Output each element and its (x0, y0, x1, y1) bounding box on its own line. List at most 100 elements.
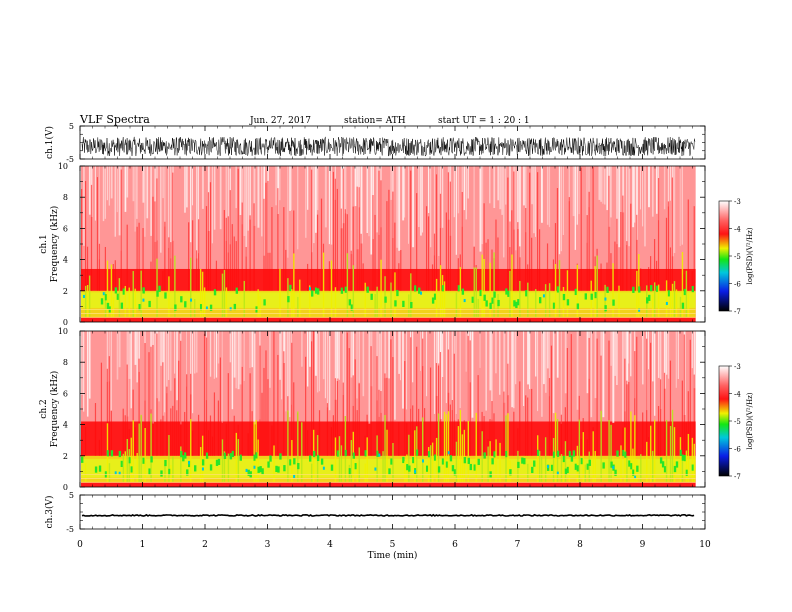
psd-streak (168, 166, 170, 248)
psd-streak (122, 408, 124, 456)
psd-streak (213, 392, 216, 456)
psd-burst (687, 433, 690, 483)
psd-streak (330, 427, 333, 456)
x-tick-label: 0 (77, 540, 83, 550)
psd-streak (580, 167, 582, 291)
psd-streak (186, 331, 187, 387)
psd-streak (513, 171, 515, 291)
psd-streak (685, 422, 687, 456)
psd-streak (671, 177, 674, 291)
psd-streak (233, 415, 235, 456)
psd-streak (596, 338, 598, 456)
psd-burst (630, 411, 632, 483)
psd-green-spot (463, 457, 467, 464)
psd-streak (239, 331, 242, 385)
psd-streak (457, 258, 459, 291)
y-tick-label: 0 (63, 483, 68, 492)
y-axis-label: Frequency (kHz) (49, 206, 60, 283)
psd-green-spot (182, 455, 185, 462)
psd-burst (390, 282, 392, 318)
psd-streak (374, 214, 376, 291)
psd-streak (201, 166, 204, 209)
psd-streak (517, 166, 519, 230)
psd-streak (412, 166, 415, 248)
psd-streak (348, 348, 350, 456)
psd-burst (392, 443, 394, 483)
psd-green-spot (158, 285, 161, 292)
psd-streak (281, 331, 283, 400)
psd-streak (669, 166, 671, 201)
psd-streak (81, 188, 83, 291)
psd-green-spot (142, 287, 145, 294)
psd-streak (144, 343, 146, 456)
psd-streak (600, 166, 602, 202)
psd-streak (433, 166, 435, 256)
psd-burst (330, 260, 333, 318)
psd-green-spot (247, 469, 250, 476)
psd-streak (126, 224, 128, 291)
psd-green-spot (505, 288, 508, 295)
psd-streak (606, 166, 608, 211)
psd-green-spot (275, 465, 278, 472)
psd-green-spot (416, 449, 419, 456)
psd-green-spot (691, 464, 695, 471)
psd-streak (136, 226, 138, 291)
psd-burst (564, 441, 567, 483)
psd-burst (255, 419, 257, 483)
psd-streak (366, 414, 368, 456)
psd-streak (568, 197, 570, 291)
psd-green-spot (604, 305, 607, 312)
psd-green-spot (235, 287, 239, 294)
psd-burst (108, 463, 111, 483)
psd-streak (499, 166, 502, 210)
psd-streak (368, 331, 371, 424)
psd-green-spot (505, 451, 508, 458)
psd-streak (166, 331, 168, 394)
channel-label: ch.2 (39, 399, 49, 418)
psd-streak (104, 166, 106, 219)
psd-burst (338, 436, 341, 483)
psd-burst (350, 440, 353, 483)
psd-burst (279, 268, 281, 318)
psd-streak (180, 340, 182, 456)
psd-streak (693, 374, 695, 456)
psd-burst (493, 252, 495, 318)
psd-burst (221, 439, 224, 483)
psd-streak (267, 180, 269, 291)
psd-streak (170, 242, 172, 291)
psd-streak (142, 166, 145, 203)
psd-streak (548, 331, 550, 397)
psd-streak (356, 186, 358, 291)
psd-burst (225, 287, 228, 318)
psd-streak (525, 208, 527, 291)
psd-burst (293, 253, 295, 318)
psd-green-spot (104, 294, 108, 301)
psd-streak (249, 331, 251, 368)
psd-streak (681, 166, 683, 245)
psd-streak (422, 166, 423, 233)
psd-streak (457, 166, 460, 214)
psd-streak (687, 199, 689, 291)
psd-green-spot (437, 466, 441, 473)
psd-streak (588, 191, 590, 291)
psd-streak (358, 187, 360, 291)
psd-cyan-spot (118, 471, 121, 475)
psd-streak (663, 166, 666, 210)
psd-green-spot (576, 465, 580, 472)
psd-green-spot (344, 449, 348, 457)
psd-burst (600, 410, 602, 483)
psd-streak (626, 331, 629, 385)
psd-streak (360, 166, 363, 244)
psd-streak (176, 410, 178, 456)
psd-streak (465, 331, 467, 372)
psd-streak (215, 260, 218, 291)
psd-streak (160, 419, 162, 456)
psd-streak (235, 166, 237, 209)
psd-burst (128, 449, 130, 483)
psd-green-spot (312, 450, 316, 458)
psd-green-spot (683, 455, 687, 462)
psd-green-spot (217, 458, 221, 465)
psd-streak (197, 414, 200, 456)
psd-streak (618, 166, 621, 248)
psd-cyan-spot (634, 475, 637, 479)
